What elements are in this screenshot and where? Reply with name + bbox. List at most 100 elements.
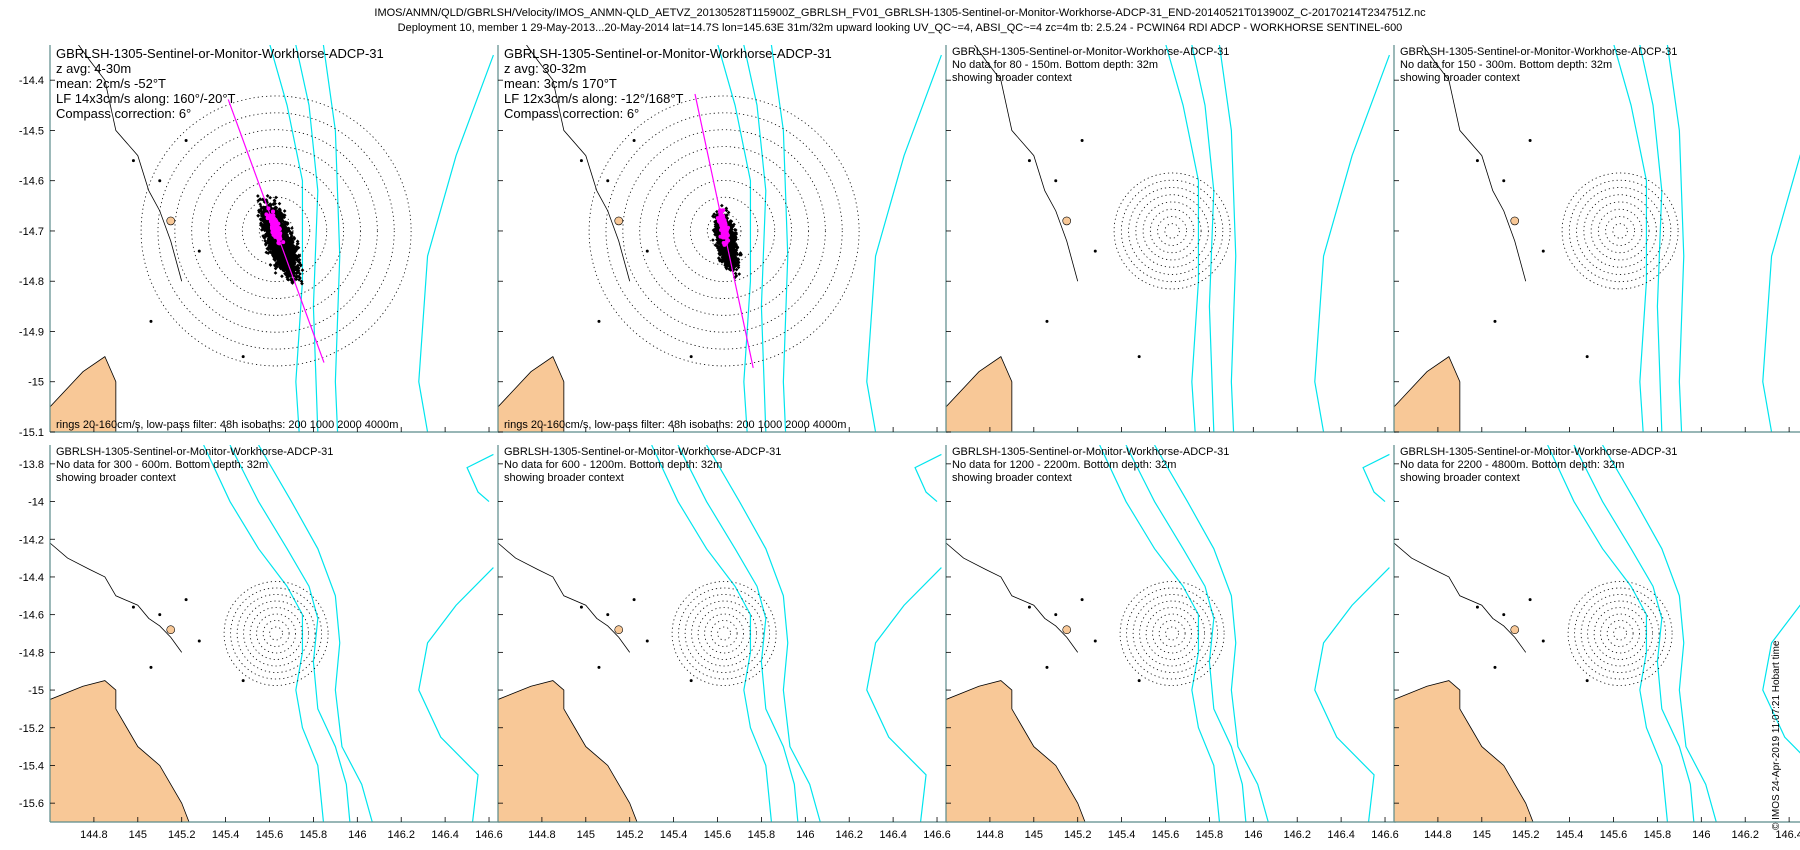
velocity-point — [268, 195, 273, 200]
velocity-point — [295, 258, 300, 263]
speed-ring — [157, 112, 395, 350]
island — [149, 319, 153, 323]
island — [1080, 598, 1084, 602]
land-coast — [498, 356, 565, 432]
x-tick-label: 146.4 — [1327, 829, 1355, 841]
speed-ring — [1605, 216, 1635, 246]
island — [197, 249, 201, 253]
speed-ring — [1597, 208, 1643, 254]
map-panel-2: GBRLSH-1305-Sentinel-or-Monitor-Workhors… — [497, 45, 948, 433]
island — [614, 216, 624, 226]
panel-text-line: No data for 600 - 1200m. Bottom depth: 3… — [504, 459, 722, 471]
island — [689, 355, 693, 359]
x-tick-label: 146.2 — [387, 829, 415, 841]
speed-ring — [1152, 613, 1192, 654]
x-tick-label: 145.2 — [168, 829, 196, 841]
velocity-point — [273, 271, 278, 275]
speed-ring — [717, 626, 731, 641]
lowpass-point — [726, 238, 731, 243]
isobath-line — [322, 45, 341, 432]
principal-axis-line — [227, 99, 325, 363]
velocity-point — [262, 222, 266, 227]
island — [645, 249, 649, 253]
y-tick-label: -14.2 — [19, 534, 44, 546]
velocity-point — [289, 253, 294, 258]
velocity-point — [724, 206, 729, 211]
velocity-point — [274, 195, 278, 200]
speed-ring — [1120, 179, 1224, 283]
island — [632, 598, 636, 602]
panel-text-line: GBRLSH-1305-Sentinel-or-Monitor-Workhors… — [1400, 46, 1677, 58]
velocity-point — [732, 262, 737, 267]
velocity-point — [284, 251, 289, 256]
island — [241, 355, 245, 359]
x-tick-label: 146.2 — [835, 829, 863, 841]
speed-ring — [256, 613, 296, 654]
y-tick-label: -14.4 — [19, 75, 44, 87]
island — [158, 613, 162, 617]
isobath-line — [717, 45, 752, 432]
isobath-line — [1762, 154, 1800, 432]
x-tick-label: 144.8 — [80, 829, 108, 841]
x-tick-label: 146 — [1244, 829, 1262, 841]
velocity-point — [266, 237, 271, 241]
speed-ring — [1613, 626, 1627, 641]
island — [1541, 639, 1545, 643]
x-tick-label: 145 — [129, 829, 147, 841]
isobath-line — [1573, 445, 1695, 822]
velocity-point — [259, 221, 263, 226]
velocity-point — [284, 225, 289, 230]
y-tick-label: -15.4 — [19, 760, 44, 772]
speed-ring — [174, 129, 378, 333]
y-tick-label: -14.4 — [19, 572, 44, 584]
isobath-line — [418, 54, 494, 432]
island — [184, 138, 188, 142]
velocity-point — [286, 246, 290, 250]
velocity-point — [259, 218, 263, 222]
island — [1528, 598, 1532, 602]
speed-ring — [1583, 194, 1657, 268]
isobath-line — [651, 445, 773, 822]
coastline — [50, 542, 183, 653]
x-tick-label: 145.6 — [704, 829, 732, 841]
speed-ring — [191, 146, 361, 316]
island — [1585, 679, 1589, 683]
velocity-point — [265, 194, 270, 198]
land-coast — [946, 680, 1086, 822]
velocity-point — [713, 222, 718, 227]
velocity-point — [290, 268, 295, 273]
velocity-point — [272, 255, 277, 260]
speed-ring — [710, 620, 738, 647]
speed-ring — [1119, 581, 1225, 686]
x-tick-label: 146 — [796, 829, 814, 841]
land-coast — [50, 680, 190, 822]
x-tick-label: 144.8 — [528, 829, 556, 841]
x-tick-label: 145.6 — [1152, 829, 1180, 841]
island — [614, 625, 624, 635]
speed-ring — [1574, 587, 1666, 680]
isobath-line — [1218, 45, 1237, 432]
panel-text-line: No data for 80 - 150m. Bottom depth: 32m — [952, 59, 1158, 71]
land-coast — [50, 356, 117, 432]
speed-ring — [1567, 581, 1673, 686]
map-panel-6: 144.8 145 145.2 145.4 145.6 145.8 146 146.2 146.… — [497, 445, 951, 841]
y-tick-label: -14.5 — [19, 125, 44, 137]
isobath-line — [770, 45, 789, 432]
velocity-point — [260, 227, 265, 232]
velocity-point — [300, 268, 305, 272]
velocity-point — [293, 265, 298, 269]
panel-text-line: LF 12x3cm/s along: -12°/168°T — [504, 91, 684, 106]
island — [1027, 605, 1031, 609]
panel-text-line: GBRLSH-1305-Sentinel-or-Monitor-Workhors… — [952, 46, 1229, 58]
x-tick-label: 144.8 — [976, 829, 1004, 841]
speed-ring — [1164, 223, 1180, 239]
isobath-line — [1099, 445, 1221, 822]
velocity-point — [272, 249, 277, 254]
velocity-point — [716, 256, 721, 260]
velocity-point — [715, 209, 719, 214]
isobath-line — [743, 45, 767, 432]
velocity-point — [270, 242, 274, 247]
velocity-point — [738, 251, 743, 255]
